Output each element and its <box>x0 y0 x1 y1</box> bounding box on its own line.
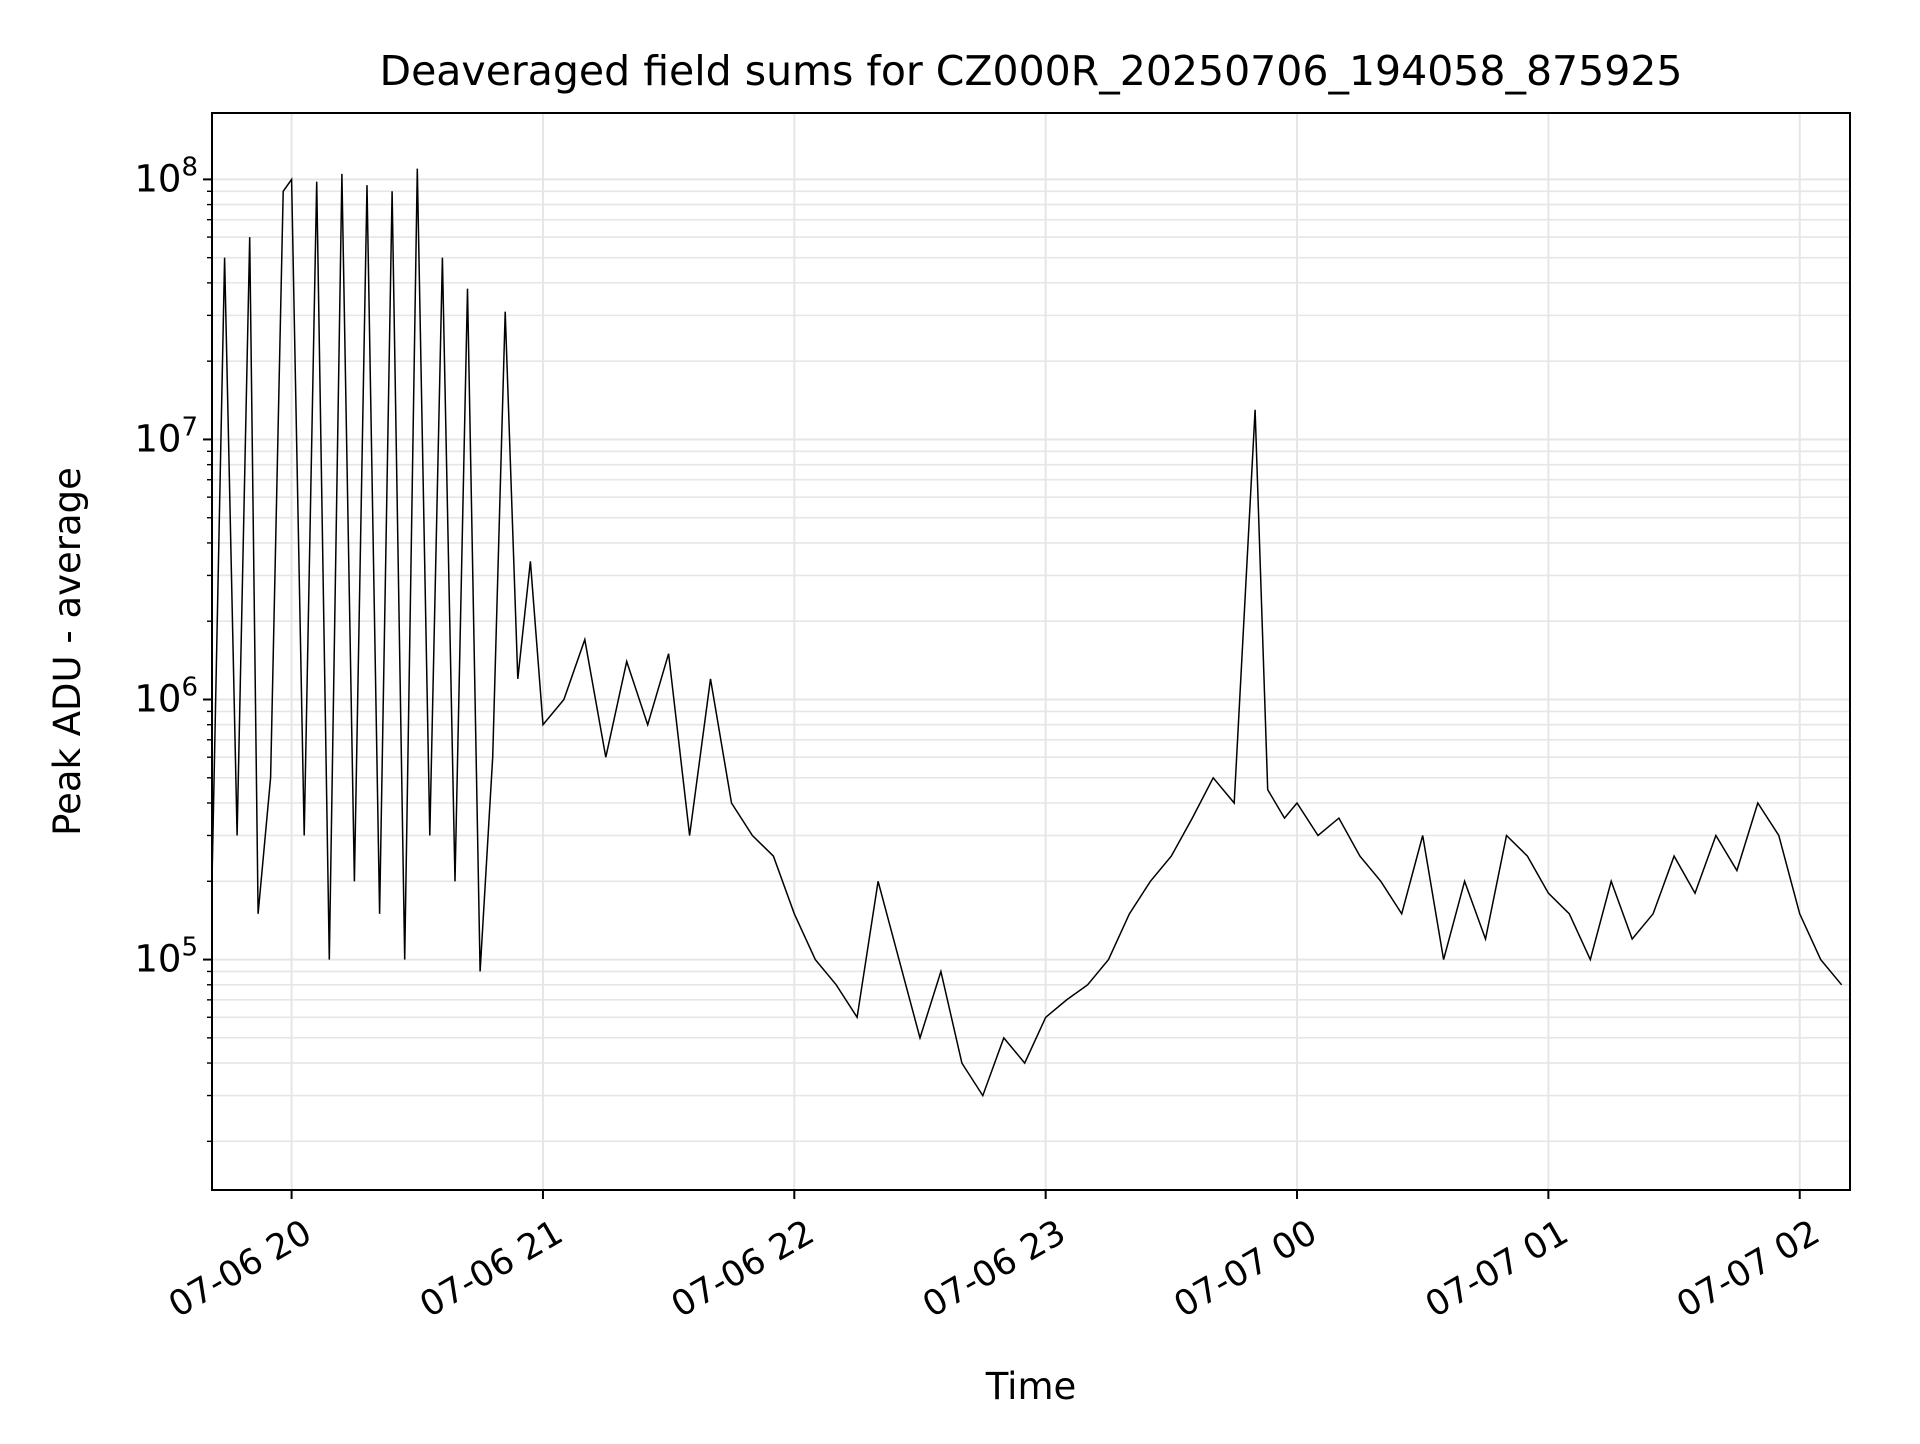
x-axis-label: Time <box>985 1365 1077 1408</box>
y-tick-label: 107 <box>134 412 198 460</box>
data-layer <box>211 168 1843 1098</box>
series-line <box>211 168 1843 1098</box>
plot-frame <box>211 112 1851 1191</box>
chart-title: Deaveraged field sums for CZ000R_2025070… <box>380 47 1683 95</box>
y-tick-label: 108 <box>134 152 198 200</box>
y-tick-label: 106 <box>134 673 198 721</box>
y-axis-label: Peak ADU - average <box>46 467 89 836</box>
y-tick-label: 105 <box>134 933 198 981</box>
